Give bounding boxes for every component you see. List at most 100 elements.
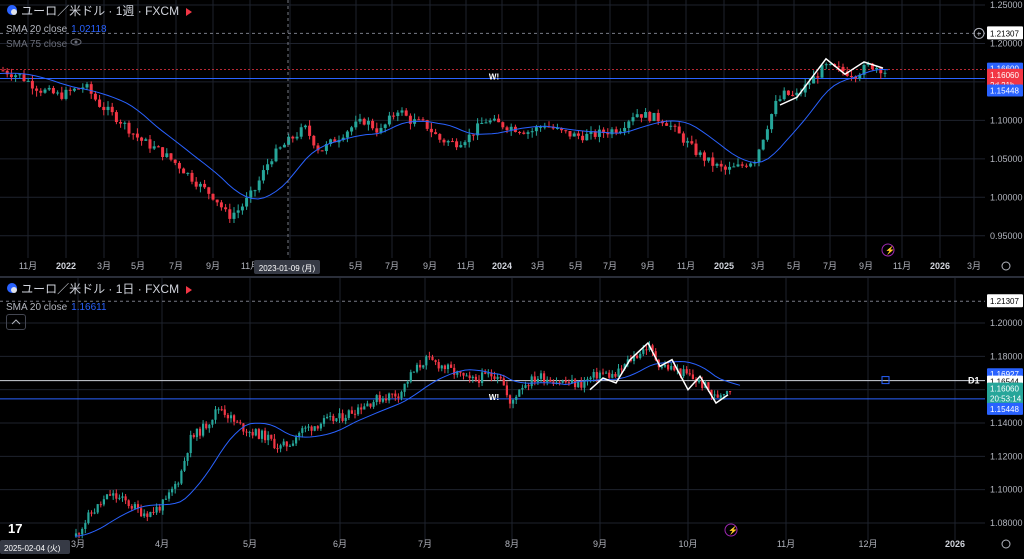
lightning-icon — [724, 523, 738, 537]
weekly-candle — [282, 144, 286, 148]
weekly-candle — [455, 141, 459, 148]
daily-candle — [710, 389, 713, 396]
daily-zigzag — [589, 341, 729, 405]
daily-candle — [530, 376, 533, 387]
daily-indicator-sma20[interactable]: SMA 20 close 1.16611 — [6, 300, 107, 315]
daily-candle — [524, 385, 527, 388]
daily-chart-pane[interactable]: 1.200001.180001.160001.140001.120001.100… — [0, 278, 1024, 554]
weekly-candle — [308, 125, 312, 136]
weekly-candle — [341, 137, 345, 140]
daily-candle — [490, 373, 493, 377]
time-label: 9月 — [423, 261, 437, 271]
price-tick-label: 0.95000 — [990, 231, 1023, 241]
daily-candle — [177, 483, 180, 485]
weekly-candle — [879, 67, 883, 74]
daily-candle — [518, 389, 521, 397]
weekly-candle — [1, 70, 5, 72]
flag-icon — [186, 8, 193, 17]
weekly-candle — [765, 129, 769, 140]
daily-candle — [375, 395, 378, 403]
tradingview-logo[interactable]: 17 — [8, 521, 23, 536]
daily-candle — [679, 368, 682, 377]
crosshair-date-box — [254, 260, 320, 274]
weekly-chart-canvas[interactable]: 1.250001.200001.150001.100001.050001.000… — [0, 0, 1024, 276]
weekly-candle — [698, 152, 702, 155]
high-tag-text: 1.21307 — [990, 297, 1019, 306]
time-label: 11月 — [241, 261, 259, 271]
weekly-candle — [240, 206, 244, 211]
daily-candle — [415, 364, 419, 372]
daily-candle — [273, 438, 276, 449]
weekly-candle — [782, 90, 786, 100]
daily-candle — [366, 403, 369, 407]
daily-candle — [394, 393, 397, 397]
time-label: 8月 — [505, 539, 519, 549]
daily-candle — [217, 409, 220, 411]
weekly-candle — [135, 133, 139, 138]
daily-candle — [626, 359, 629, 365]
weekly-candle — [761, 139, 765, 150]
weekly-candle — [572, 133, 576, 137]
weekly-candle — [459, 145, 463, 148]
weekly-candle — [715, 163, 719, 166]
eye-hidden-icon[interactable] — [70, 37, 82, 51]
weekly-candle — [261, 170, 265, 181]
weekly-candle — [442, 139, 446, 143]
daily-candle — [642, 349, 645, 354]
weekly-candle — [379, 127, 383, 133]
daily-symbol-title[interactable]: ユーロ／米ドル · 1日 · FXCM — [21, 282, 180, 296]
weekly-candle — [114, 112, 118, 123]
weekly-candle — [219, 202, 223, 208]
weekly-candle — [144, 139, 148, 141]
weekly-candle — [383, 124, 387, 128]
daily-candle — [295, 437, 298, 444]
time-label: 6月 — [333, 539, 347, 549]
weekly-candle — [77, 88, 81, 90]
weekly-candle — [345, 131, 349, 138]
weekly-candle — [392, 115, 396, 117]
daily-candle — [285, 441, 288, 447]
daily-candle — [319, 423, 322, 429]
weekly-candle — [522, 132, 526, 134]
daily-candle — [539, 373, 543, 379]
daily-candle — [549, 379, 552, 382]
daily-candle — [152, 511, 155, 513]
weekly-candle — [509, 126, 513, 131]
weekly-candle — [686, 141, 690, 143]
daily-candle — [369, 403, 372, 407]
weekly-candle — [89, 84, 93, 94]
chevron-up-icon[interactable] — [6, 314, 26, 330]
daily-candle — [698, 379, 701, 383]
daily-candle — [109, 494, 112, 496]
daily-candle — [688, 373, 691, 375]
daily-candle — [536, 378, 539, 383]
price-tick-label: 1.05000 — [990, 154, 1023, 164]
price-tick-label: 1.10000 — [990, 115, 1023, 125]
daily-candle — [422, 365, 425, 368]
daily-candle — [260, 430, 264, 439]
weekly-candle — [849, 75, 853, 77]
weekly-candle — [35, 88, 39, 91]
weekly-chart-pane[interactable]: 1.250001.200001.150001.100001.050001.000… — [0, 0, 1024, 276]
daily-candle — [136, 504, 140, 509]
daily-candle — [515, 396, 518, 401]
time-label: 5月 — [131, 261, 145, 271]
weekly-candle — [215, 199, 219, 203]
daily-candle — [468, 375, 471, 379]
weekly-candle — [18, 74, 22, 76]
weekly-indicator-sma75[interactable]: SMA 75 close — [6, 37, 82, 52]
daily-chart-canvas[interactable]: 1.200001.180001.160001.140001.120001.100… — [0, 278, 1024, 554]
pane-separator[interactable] — [0, 276, 1024, 278]
weekly-candle — [127, 122, 131, 134]
price-tick-label: 1.08000 — [990, 518, 1023, 528]
weekly-candle — [534, 127, 538, 132]
daily-candle — [229, 415, 233, 419]
time-label: 7月 — [385, 261, 399, 271]
weekly-indicator-sma20[interactable]: SMA 20 close 1.02118 — [6, 22, 107, 37]
daily-candle — [198, 428, 202, 436]
gear-icon — [1001, 539, 1011, 549]
weekly-symbol-title[interactable]: ユーロ／米ドル · 1週 · FXCM — [21, 4, 180, 18]
daily-candle — [291, 443, 295, 446]
daily-candle — [459, 371, 462, 373]
daily-candle — [74, 533, 78, 537]
